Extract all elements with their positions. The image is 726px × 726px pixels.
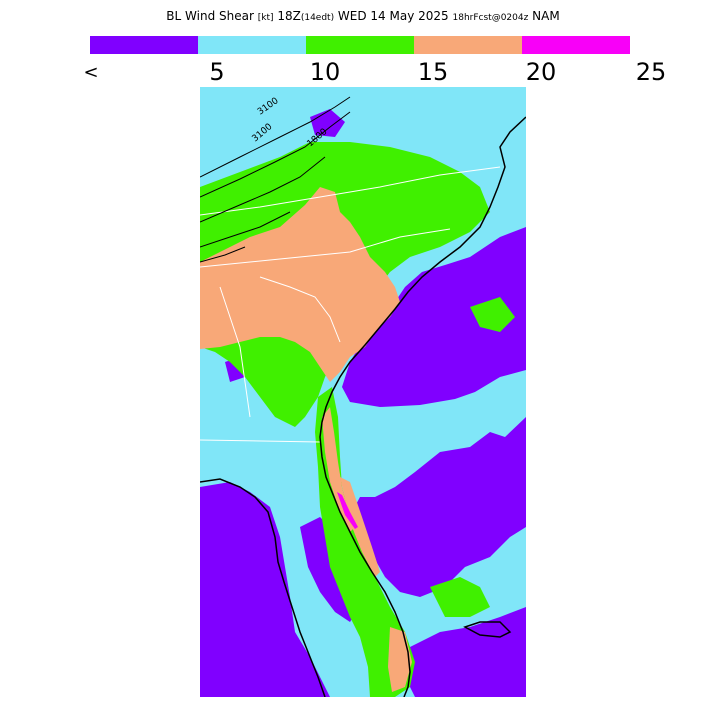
title-model: NAM xyxy=(532,9,560,23)
border-line-2 xyxy=(200,228,451,268)
border-line-1 xyxy=(200,166,501,216)
region-moderate-ne xyxy=(470,297,515,332)
legend-tick-4: 20 xyxy=(525,58,557,86)
region-strong-coast xyxy=(322,407,355,532)
border-line-3 xyxy=(259,276,341,343)
contour-5 xyxy=(200,246,246,263)
contour-3 xyxy=(200,156,326,223)
title-units: [kt] xyxy=(257,13,274,23)
title-date: WED 14 May 2025 xyxy=(337,9,449,23)
region-moderate-coast xyxy=(315,387,415,697)
border-line-5 xyxy=(219,286,251,418)
legend-tick-5: 25 xyxy=(635,58,667,86)
legend-swatch-moderate xyxy=(306,36,414,54)
coastline xyxy=(200,116,526,697)
contour-1 xyxy=(200,96,351,178)
region-atlantic-calm xyxy=(342,227,526,407)
legend-tick-3: 15 xyxy=(417,58,449,86)
region-moderate-east xyxy=(430,577,490,617)
coastline-gulf xyxy=(200,478,326,697)
legend-swatch-calm xyxy=(90,36,198,54)
legend-swatch-strong xyxy=(414,36,522,54)
region-very-strong xyxy=(337,492,358,529)
legend-swatch-light xyxy=(198,36,306,54)
chart-title: BL Wind Shear [kt] 18Z(14edt) WED 14 May… xyxy=(0,9,726,23)
coastline-atlantic xyxy=(319,116,526,697)
legend-tick-labels: < 5 10 15 20 25 xyxy=(0,58,726,88)
legend-tick-2: 10 xyxy=(309,58,341,86)
contour-4 xyxy=(200,211,291,248)
contours xyxy=(200,96,351,263)
region-strong-inland xyxy=(200,187,400,382)
region-gulf-calm xyxy=(200,482,330,697)
title-local: (14edt) xyxy=(300,13,335,23)
title-time: 18Z xyxy=(277,9,301,23)
coastline-island xyxy=(463,621,512,638)
state-borders xyxy=(200,166,501,443)
region-calm-north xyxy=(310,109,345,137)
region-strong-florida xyxy=(340,477,380,577)
border-line-4 xyxy=(200,439,321,443)
region-atlantic-calm-south xyxy=(352,417,526,597)
legend-tick-0: < xyxy=(83,62,99,83)
color-legend xyxy=(90,36,630,54)
title-forecast: 18hrFcst@0204z xyxy=(452,13,529,23)
wind-shear-map: 3100 3100 1800 xyxy=(200,87,526,697)
region-caribbean-calm xyxy=(405,607,526,697)
legend-swatch-very-strong xyxy=(522,36,630,54)
title-main: BL Wind Shear xyxy=(166,9,254,23)
legend-tick-1: 5 xyxy=(209,58,225,86)
contour-2 xyxy=(200,111,351,198)
